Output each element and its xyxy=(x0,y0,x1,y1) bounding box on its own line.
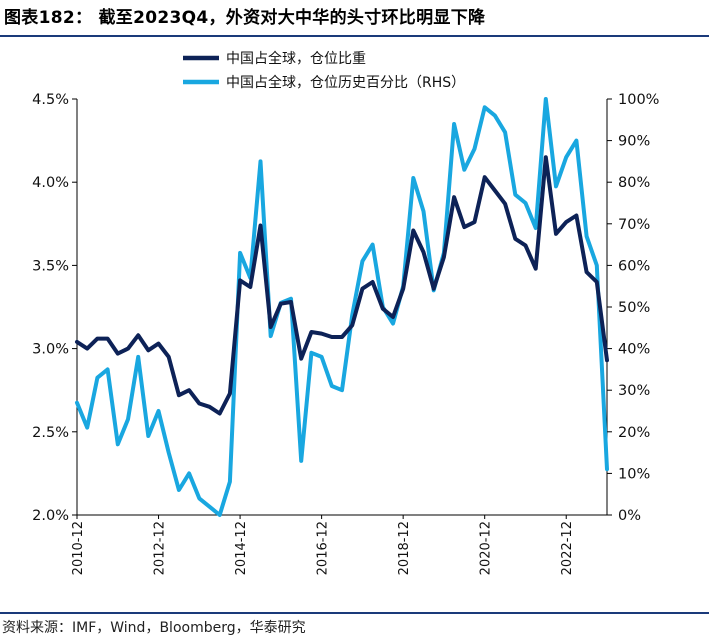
axes: 2.0% 2.5% 3.0% 3.5% 4.0% 4.5% 0% 10% 20% 30% 40% 50… xyxy=(32,92,659,575)
series-lines xyxy=(75,97,609,517)
left-tick-label: 3.5% xyxy=(32,258,69,274)
right-tick-label: 30% xyxy=(618,383,650,399)
source-note: 资料来源：IMF，Wind，Bloomberg，华泰研究 xyxy=(2,620,306,636)
chart-title: 图表182： 截至2023Q4，外资对大中华的头寸环比明显下降 xyxy=(4,8,486,28)
series-line-1 xyxy=(75,155,609,416)
left-tick-label: 2.0% xyxy=(32,508,69,524)
x-tick-label: 2010-12 xyxy=(71,521,86,575)
left-tick-label: 2.5% xyxy=(32,425,69,441)
right-tick-label: 10% xyxy=(618,466,650,482)
right-tick-label: 50% xyxy=(618,300,650,316)
top-rule xyxy=(0,35,709,37)
legend: 中国占全球，仓位比重 中国占全球，仓位历史百分比（RHS） xyxy=(183,50,465,91)
x-tick-label: 2020-12 xyxy=(479,521,494,575)
right-tick-label: 60% xyxy=(618,258,650,274)
left-tick-label: 4.5% xyxy=(32,92,69,108)
right-tick-label: 0% xyxy=(618,508,641,524)
x-tick-label: 2018-12 xyxy=(397,521,412,575)
bottom-rule xyxy=(0,612,709,614)
right-tick-label: 70% xyxy=(618,217,650,233)
left-tick-label: 3.0% xyxy=(32,342,69,358)
right-tick-label: 80% xyxy=(618,175,650,191)
series-line-2 xyxy=(75,97,609,517)
right-tick-label: 20% xyxy=(618,425,650,441)
x-tick-label: 2012-12 xyxy=(153,521,168,575)
legend-label-series-1: 中国占全球，仓位比重 xyxy=(226,50,366,67)
left-tick-label: 4.0% xyxy=(32,175,69,191)
x-tick-label: 2014-12 xyxy=(234,521,249,575)
right-tick-label: 40% xyxy=(618,342,650,358)
legend-label-series-2: 中国占全球，仓位历史百分比（RHS） xyxy=(226,74,465,91)
x-tick-label: 2016-12 xyxy=(316,521,331,575)
right-tick-label: 90% xyxy=(618,134,650,150)
right-tick-label: 100% xyxy=(618,92,659,108)
x-tick-label: 2022-12 xyxy=(560,521,575,575)
